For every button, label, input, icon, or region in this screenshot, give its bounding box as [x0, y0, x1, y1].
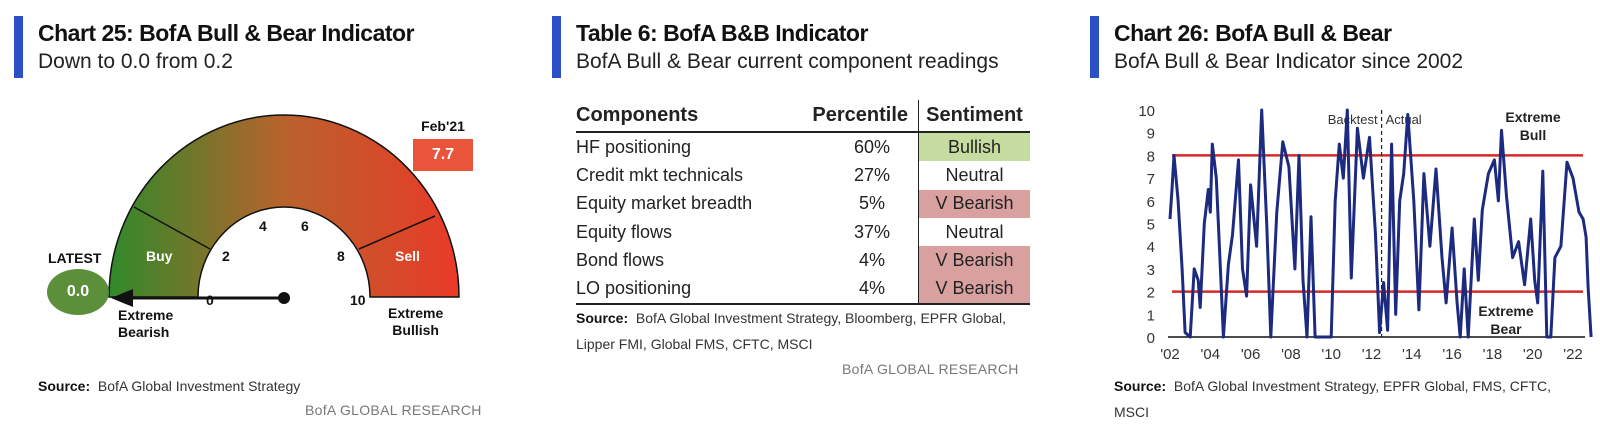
x-tick-label: '10 — [1321, 346, 1341, 363]
latest-value: 0.0 — [66, 283, 90, 300]
y-tick-label: 10 — [1138, 103, 1155, 120]
component-name: Equity market breadth — [576, 193, 753, 214]
buy-divider — [133, 206, 211, 250]
indicator-series-line — [1168, 108, 1593, 339]
sentiment-badge: Neutral — [918, 217, 1030, 247]
y-tick-label: 5 — [1147, 217, 1155, 234]
component-name: HF positioning — [576, 136, 692, 157]
extreme-bearish-label: Extreme Bearish — [118, 307, 174, 340]
table-row: Equity market breadth 5% V Bearish — [576, 189, 1030, 218]
buy-label: Buy — [146, 248, 173, 264]
needle-pivot — [278, 292, 290, 304]
y-tick-label: 3 — [1147, 262, 1155, 279]
table-row: Equity flows 37% Neutral — [576, 217, 1030, 247]
title-accent-bar — [552, 16, 561, 78]
chart25-title: Chart 25: BofA Bull & Bear Indicator — [38, 20, 415, 46]
chart25-source: Source: BofA Global Investment Strategy — [38, 378, 301, 394]
y-tick-label: 0 — [1147, 330, 1155, 347]
tick-6: 6 — [301, 218, 309, 234]
tick-2: 2 — [222, 248, 230, 264]
table6-source: Source: BofA Global Investment Strategy,… — [576, 310, 1007, 352]
y-tick-label: 1 — [1147, 307, 1155, 324]
tick-8: 8 — [337, 248, 345, 264]
x-tick-label: '12 — [1362, 346, 1382, 363]
sentiment-badge: V Bearish — [918, 189, 1030, 218]
sentiment-badge: Bullish — [918, 132, 1030, 162]
x-tick-label: '06 — [1241, 346, 1261, 363]
title-accent-bar — [1090, 16, 1099, 78]
component-name: LO positioning — [576, 278, 692, 299]
y-tick-label: 6 — [1147, 194, 1155, 211]
percentile-value: 60% — [853, 136, 891, 157]
extreme-bear-label-line1: Extreme — [1478, 303, 1533, 319]
extreme-bull-label-line2: Bull — [1520, 127, 1546, 143]
extreme-bear-label-line2: Bear — [1490, 321, 1522, 337]
latest-label: LATEST — [48, 250, 102, 266]
chart26-source: Source: BofA Global Investment Strategy,… — [1114, 378, 1551, 420]
backtest-label: Backtest — [1328, 112, 1378, 127]
prev-value: 7.7 — [431, 146, 455, 163]
x-tick-label: '18 — [1483, 346, 1503, 363]
latest-value-badge — [47, 269, 109, 315]
table6-title: Table 6: BofA B&B Indicator — [576, 20, 868, 46]
percentile-value: 27% — [853, 164, 891, 185]
prev-label: Feb'21 — [421, 118, 465, 134]
x-tick-label: '22 — [1563, 346, 1583, 363]
x-tick-label: '08 — [1281, 346, 1301, 363]
actual-label: Actual — [1386, 112, 1422, 127]
components-table: Components Percentile Sentiment HF posit… — [576, 100, 1030, 305]
tick-0: 0 — [206, 292, 214, 308]
y-tick-label: 9 — [1147, 126, 1155, 143]
y-tick-label: 4 — [1147, 239, 1155, 256]
chart25-research-label: BofA GLOBAL RESEARCH — [305, 402, 482, 418]
tick-4: 4 — [259, 218, 267, 234]
chart25-subtitle: Down to 0.0 from 0.2 — [38, 50, 233, 73]
percentile-value: 4% — [858, 278, 885, 299]
table-row: Bond flows 4% V Bearish — [576, 246, 1030, 275]
prev-value-badge — [413, 139, 473, 171]
table-row: HF positioning 60% Bullish — [576, 132, 1030, 162]
chart26-subtitle: BofA Bull & Bear Indicator since 2002 — [1114, 50, 1464, 73]
component-name: Equity flows — [576, 221, 673, 242]
sentiment-badge: V Bearish — [918, 246, 1030, 275]
table6-research-label: BofA GLOBAL RESEARCH — [842, 361, 1019, 377]
table-row: LO positioning 4% V Bearish — [576, 274, 1030, 304]
header-sentiment: Sentiment — [918, 100, 1030, 133]
gauge-arc — [108, 114, 460, 298]
sell-label: Sell — [395, 248, 420, 264]
x-tick-label: '14 — [1402, 346, 1422, 363]
x-tick-label: '04 — [1201, 346, 1221, 363]
x-tick-label: '02 — [1160, 346, 1180, 363]
table6-subtitle: BofA Bull & Bear current component readi… — [576, 50, 999, 73]
header-percentile: Percentile — [756, 100, 919, 133]
x-tick-label: '20 — [1523, 346, 1543, 363]
sentiment-badge: V Bearish — [918, 274, 1030, 304]
bull-bear-line-chart: 0 1 2 3 4 5 6 7 8 9 10 '02 '04 '06 '08 '10 '12 '14 '16 '18 '… — [1138, 103, 1593, 363]
sell-divider — [358, 215, 436, 250]
y-tick-label: 8 — [1147, 148, 1155, 165]
needle-arrowhead — [111, 289, 133, 307]
percentile-value: 4% — [858, 249, 885, 270]
y-tick-label: 7 — [1147, 171, 1155, 188]
extreme-bullish-label: Extreme Bullish — [388, 305, 444, 338]
chart26-title: Chart 26: BofA Bull & Bear — [1114, 20, 1392, 46]
percentile-value: 37% — [853, 221, 891, 242]
percentile-value: 5% — [858, 193, 885, 214]
header-components: Components — [576, 100, 756, 133]
component-name: Credit mkt technicals — [576, 164, 744, 185]
gauge-chart — [47, 114, 473, 315]
extreme-bull-label-line1: Extreme — [1505, 109, 1560, 125]
tick-10: 10 — [350, 292, 366, 308]
sentiment-badge: Neutral — [918, 161, 1030, 190]
y-tick-label: 2 — [1147, 285, 1155, 302]
title-accent-bar — [14, 16, 23, 78]
table-row: Credit mkt technicals 27% Neutral — [576, 161, 1030, 190]
component-name: Bond flows — [576, 249, 665, 270]
x-tick-label: '16 — [1442, 346, 1462, 363]
